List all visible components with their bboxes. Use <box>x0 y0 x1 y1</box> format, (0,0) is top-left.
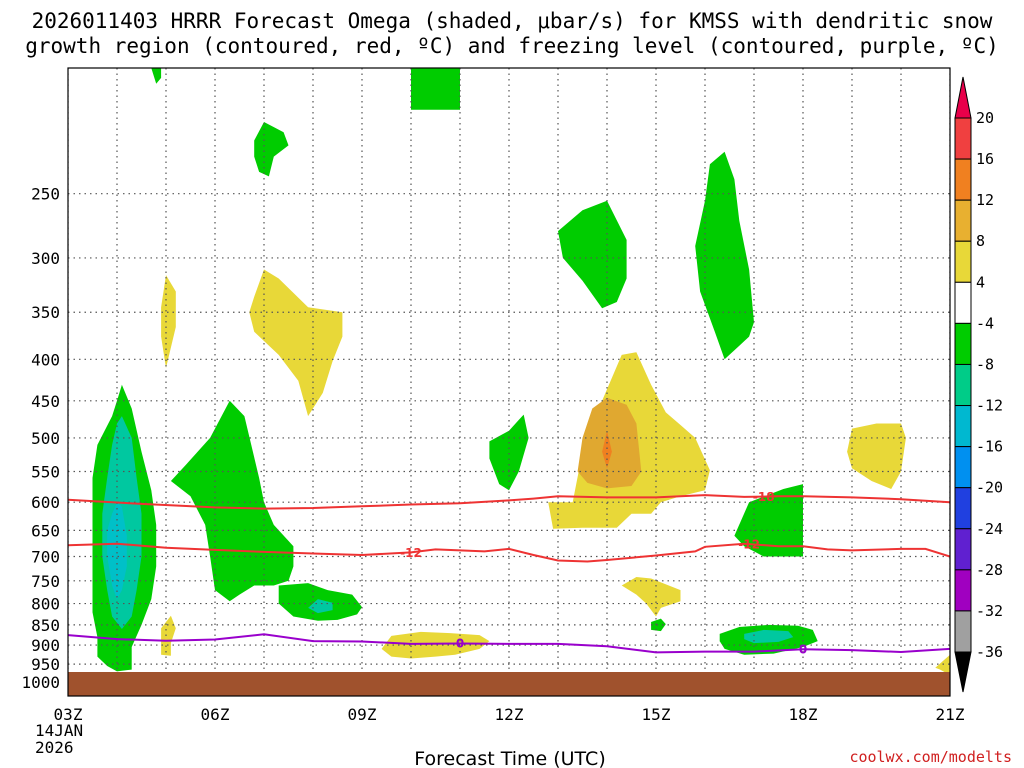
colorbar-label-10: -24 <box>976 520 1003 538</box>
omega-region-17 <box>744 629 794 644</box>
y-tick-300: 300 <box>31 249 60 268</box>
omega-region-5 <box>847 423 906 489</box>
x-axis-label: Forecast Time (UTC) <box>414 748 605 768</box>
omega-region-13 <box>170 400 294 602</box>
y-tick-800: 800 <box>31 595 60 614</box>
omega-shaded-regions <box>92 68 950 676</box>
y-tick-400: 400 <box>31 350 60 369</box>
label-freezing-right: 0 <box>799 642 807 656</box>
gridlines <box>68 68 950 696</box>
omega-region-12 <box>107 502 127 600</box>
colorbar-swatch-8 <box>954 446 972 489</box>
x-tick-12Z: 12Z <box>495 705 524 724</box>
y-tick-600: 600 <box>31 493 60 512</box>
credit-link[interactable]: coolwx.com/modelts <box>849 748 1012 766</box>
omega-region-6 <box>621 577 681 617</box>
colorbar-label-5: -4 <box>976 314 994 332</box>
colorbar-label-0: 20 <box>976 109 994 127</box>
label-minus12-left: -12 <box>400 546 422 560</box>
x-tick-18Z: 18Z <box>789 705 818 724</box>
omega-region-19 <box>695 151 754 360</box>
freezing-level-line <box>68 633 950 654</box>
colorbar-label-2: 12 <box>976 191 994 209</box>
omega-region-15 <box>308 599 333 614</box>
colorbar-label-8: -16 <box>976 438 1003 456</box>
colorbar-label-13: -36 <box>976 643 1003 661</box>
pressure-axis: 2503003504004505005506006507007508008509… <box>21 185 60 692</box>
y-tick-250: 250 <box>31 185 60 204</box>
omega-region-24 <box>651 618 666 632</box>
isotherm-minus12-line <box>68 542 950 563</box>
x-tick-06Z: 06Z <box>201 705 230 724</box>
plot-frame <box>67 67 951 697</box>
colorbar-label-9: -20 <box>976 479 1003 497</box>
plot-area: -18 -12 -12 0 0 <box>68 68 950 696</box>
colorbar-label-6: -8 <box>976 355 994 373</box>
colorbar-label-3: 8 <box>976 232 985 250</box>
omega-region-23 <box>411 68 460 110</box>
colorbar-swatch-7 <box>954 405 972 448</box>
y-tick-450: 450 <box>31 392 60 411</box>
colorbar-swatch-4 <box>954 281 972 324</box>
date-label-day: 14JAN <box>35 721 83 740</box>
omega-region-2 <box>602 430 612 469</box>
chart-title-line1: 2026011403 HRRR Forecast Omega (shaded, … <box>32 9 993 33</box>
label-minus18: -18 <box>753 490 775 504</box>
omega-region-18 <box>734 484 803 557</box>
label-freezing-mid: 0 <box>456 636 464 650</box>
colorbar-swatch-9 <box>954 487 972 530</box>
colorbar: 20 16 12 8 4 -4 -8 -12 -16 -20 -24 -28 -32 -36 <box>954 76 1003 693</box>
colorbar-label-7: -12 <box>976 397 1003 415</box>
colorbar-swatch-3 <box>954 240 972 283</box>
omega-region-3 <box>249 269 343 417</box>
omega-region-7 <box>381 631 490 659</box>
colorbar-swatch-0 <box>954 117 972 160</box>
time-axis: 03Z 06Z 09Z 12Z 15Z 18Z 21Z <box>54 705 965 724</box>
isotherm-minus18-line <box>68 494 950 510</box>
colorbar-label-11: -28 <box>976 561 1003 579</box>
x-tick-21Z: 21Z <box>936 705 965 724</box>
colorbar-label-4: 4 <box>976 273 985 291</box>
omega-region-25 <box>151 68 162 84</box>
omega-region-22 <box>254 122 289 177</box>
colorbar-top-arrow <box>954 76 972 119</box>
y-tick-650: 650 <box>31 521 60 540</box>
y-tick-1000: 1000 <box>21 673 60 692</box>
y-tick-550: 550 <box>31 463 60 482</box>
colorbar-bottom-arrow <box>954 651 972 693</box>
omega-region-9 <box>935 654 950 676</box>
colorbar-swatch-2 <box>954 199 972 242</box>
chart-title-line2: growth region (contoured, red, ºC) and f… <box>25 34 999 58</box>
x-tick-03Z: 03Z <box>54 705 83 724</box>
date-label-year: 2026 <box>35 738 74 757</box>
y-tick-500: 500 <box>31 429 60 448</box>
colorbar-label-1: 16 <box>976 150 994 168</box>
omega-region-20 <box>558 200 627 309</box>
y-tick-950: 950 <box>31 655 60 674</box>
y-tick-850: 850 <box>31 616 60 635</box>
colorbar-swatch-12 <box>954 610 972 653</box>
isotherm-contours: -18 -12 -12 0 0 <box>68 490 950 656</box>
label-minus12-right: -12 <box>738 538 760 552</box>
omega-region-21 <box>489 414 529 491</box>
omega-region-4 <box>161 275 176 368</box>
colorbar-swatch-6 <box>954 363 972 407</box>
y-tick-700: 700 <box>31 547 60 566</box>
colorbar-swatch-5 <box>954 322 972 365</box>
y-tick-900: 900 <box>31 636 60 655</box>
omega-region-8 <box>161 615 176 656</box>
y-tick-350: 350 <box>31 303 60 322</box>
colorbar-swatch-1 <box>954 158 972 201</box>
x-tick-09Z: 09Z <box>348 705 377 724</box>
colorbar-swatch-11 <box>954 569 972 612</box>
x-tick-15Z: 15Z <box>642 705 671 724</box>
colorbar-swatch-10 <box>954 528 972 571</box>
colorbar-label-12: -32 <box>976 602 1003 620</box>
below-ground-shading <box>68 672 950 696</box>
y-tick-750: 750 <box>31 572 60 591</box>
